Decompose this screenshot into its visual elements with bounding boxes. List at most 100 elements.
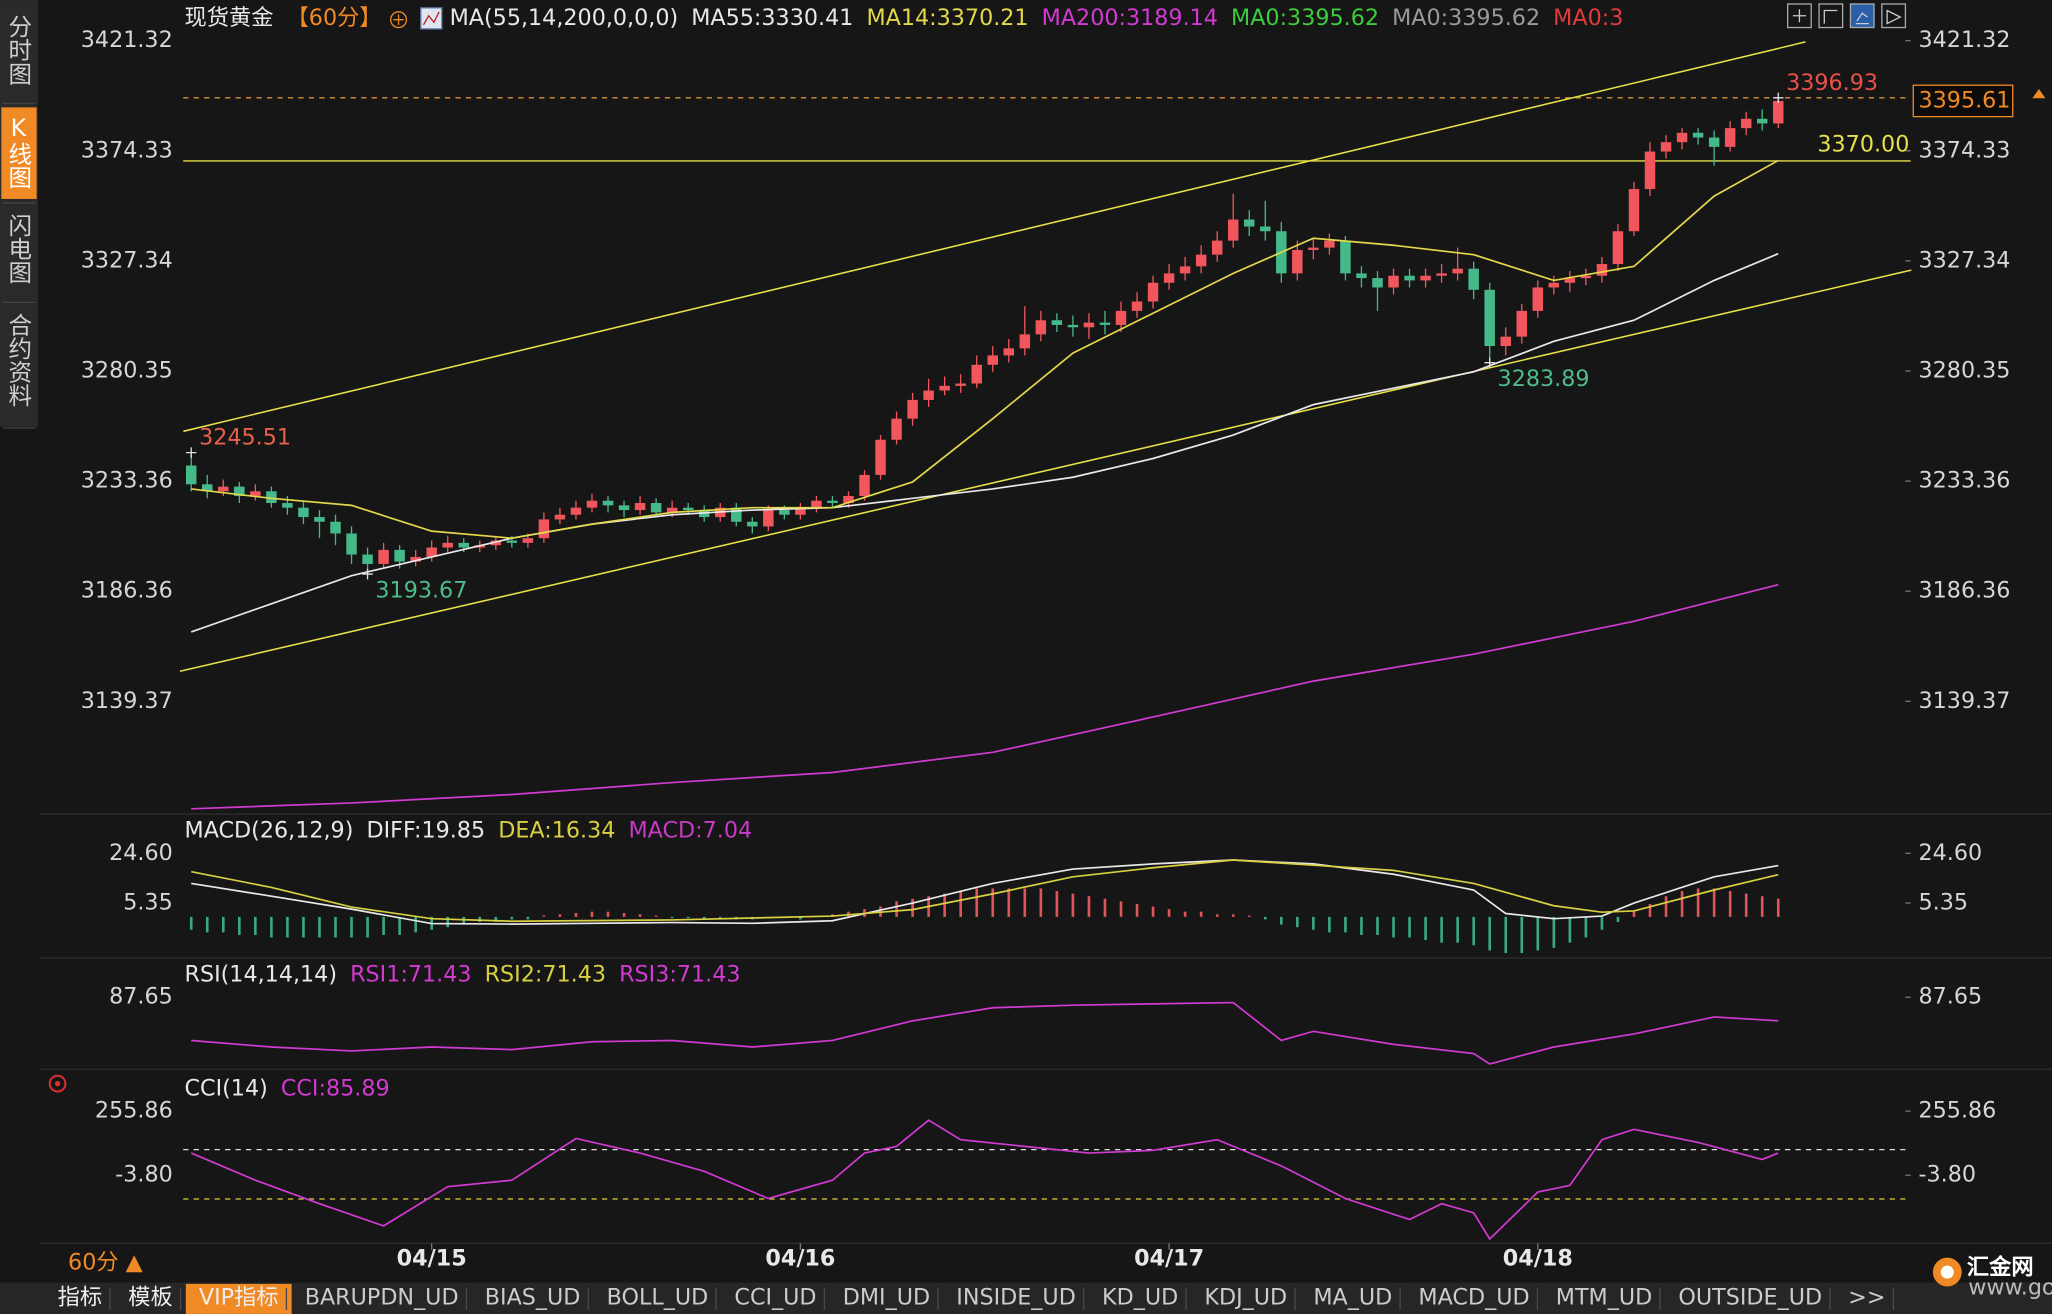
macd-bar (959, 891, 963, 917)
bottom-tab[interactable]: BIAS_UD (485, 1285, 581, 1311)
macd-bar (1215, 914, 1219, 917)
y-tick-label: 5.35 (123, 890, 173, 916)
add-icon[interactable] (390, 11, 408, 29)
candle-body (875, 439, 886, 475)
indicator-line (191, 1001, 1779, 1065)
bottom-tab[interactable]: VIP指标 (199, 1285, 279, 1311)
icon-button[interactable] (1849, 3, 1875, 29)
macd-bar (526, 916, 530, 920)
candle-body (1019, 334, 1031, 349)
candle-body (939, 385, 950, 391)
macd-bar (1408, 916, 1411, 938)
candle-body (522, 538, 534, 543)
target-ring (48, 1074, 67, 1093)
candle-body (763, 510, 774, 527)
sidebar-tab[interactable] (1, 206, 37, 299)
candle-body (282, 503, 293, 508)
macd-bar (1456, 916, 1459, 943)
candle-body (731, 507, 742, 522)
y-tick-label: 255.86 (95, 1098, 173, 1124)
candle-body (218, 486, 229, 492)
legend-entry: DIFF:19.85 (366, 818, 485, 844)
bottom-tab[interactable]: MA_UD (1313, 1285, 1392, 1311)
chart-title: MACD(26,12,9) (185, 818, 354, 844)
x-tick-label: 04/15 (397, 1245, 467, 1271)
candle-body (1308, 247, 1319, 250)
candle-body (1051, 320, 1063, 325)
candle-body (634, 503, 646, 511)
bottom-tab[interactable]: OUTSIDE_UD (1678, 1285, 1822, 1311)
macd-bar (446, 916, 450, 928)
bottom-tab[interactable]: MACD_UD (1418, 1285, 1529, 1311)
sidebar-tab-label[interactable]: 闪电图 (4, 213, 32, 284)
sidebar-tab-label[interactable]: 分时图 (4, 14, 32, 85)
y-tick-label: 3233.36 (1919, 468, 2011, 494)
macd-bar (382, 916, 385, 935)
sidebar-tab-label[interactable]: 合约资料 (4, 313, 32, 408)
bottom-tab[interactable]: 指标 (58, 1285, 102, 1311)
macd-bar (911, 898, 914, 917)
macd-bar (654, 915, 658, 917)
candle-body (1244, 219, 1255, 227)
macd-bar (1536, 916, 1540, 951)
sidebar-tab[interactable] (1, 107, 37, 199)
y-tick-label: 87.65 (109, 984, 173, 1010)
extreme-marker (362, 568, 373, 580)
price-box (1912, 84, 2014, 118)
macd-bar (622, 912, 626, 917)
macd-bar (1263, 916, 1267, 920)
bottom-tab[interactable]: DMI_UD (843, 1285, 930, 1311)
candle-body (1724, 128, 1736, 147)
y-tick-label: 3280.35 (1919, 357, 2011, 383)
price-arrow (2032, 89, 2046, 99)
bottom-bar (0, 1282, 2052, 1314)
macd-bar (1584, 916, 1588, 938)
candle-body (1404, 275, 1415, 281)
candle-body (666, 507, 678, 513)
period-button[interactable]: 60分 ▲ (68, 1249, 144, 1275)
candle-body (1420, 275, 1431, 281)
candle-body (811, 500, 822, 508)
macd-bar (302, 916, 305, 938)
bottom-tab[interactable]: KDJ_UD (1204, 1285, 1287, 1311)
icon-button[interactable] (1881, 3, 1907, 29)
macd-bar (975, 888, 979, 917)
candle-body (1211, 240, 1223, 255)
y-tick-label: 3233.36 (81, 468, 173, 494)
candle-body (378, 549, 389, 564)
icon-button[interactable] (1818, 3, 1844, 29)
bottom-tab-bg[interactable] (185, 1283, 292, 1314)
icon-button[interactable] (1786, 3, 1812, 29)
sidebar-tab[interactable] (1, 7, 37, 100)
bottom-tab[interactable]: >> (1848, 1285, 1885, 1311)
bottom-tab[interactable]: INSIDE_UD (956, 1285, 1076, 1311)
macd-bar (1648, 903, 1652, 917)
indicator-line (191, 859, 1779, 923)
add-icon-cross (393, 14, 404, 25)
candle-body (266, 491, 277, 504)
bottom-tab[interactable]: CCI_UD (734, 1285, 816, 1311)
y-tick-label: 24.60 (1919, 840, 1983, 866)
legend-entry: RSI2:71.43 (485, 962, 606, 988)
macd-bar (558, 914, 562, 917)
bottom-tab[interactable]: 模板 (128, 1285, 172, 1311)
sidebar-tab[interactable] (1, 306, 37, 425)
bottom-tab[interactable]: BARUPDN_UD (305, 1285, 459, 1311)
indicator-line (191, 159, 1779, 540)
macd-bar (606, 911, 610, 917)
macd-bar (1151, 906, 1155, 917)
sidebar-tab-label[interactable]: K线图 (4, 114, 32, 189)
candle-body (1340, 240, 1351, 274)
macd-bar (1119, 901, 1123, 917)
macd-bar (510, 916, 514, 920)
bottom-tab[interactable]: BOLL_UD (607, 1285, 709, 1311)
candle-body (586, 500, 598, 508)
bottom-tab[interactable]: KD_UD (1102, 1285, 1178, 1311)
x-tick-label: 04/17 (1134, 1245, 1204, 1271)
bottom-tab[interactable]: MTM_UD (1556, 1285, 1652, 1311)
target-icon[interactable] (48, 1074, 67, 1093)
y-tick-label: 24.60 (109, 840, 173, 866)
candle-body (442, 542, 453, 548)
trend-line (179, 269, 1912, 673)
